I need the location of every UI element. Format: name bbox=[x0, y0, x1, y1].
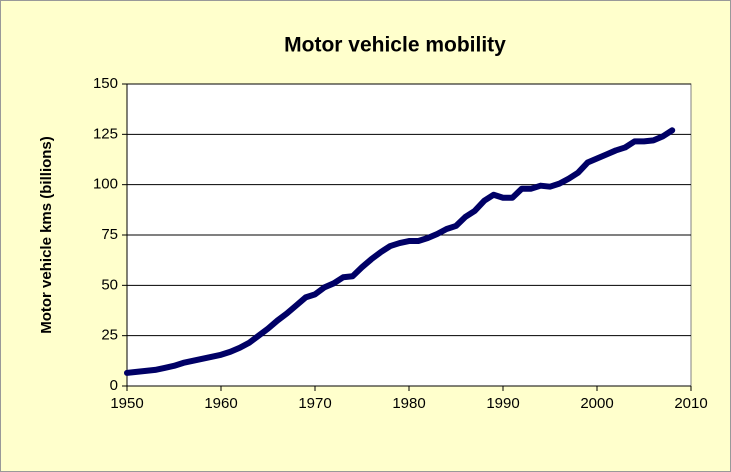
x-tick-label: 1990 bbox=[486, 395, 519, 412]
y-tick-label: 50 bbox=[101, 276, 118, 293]
y-tick-label: 0 bbox=[110, 377, 118, 394]
chart-title: Motor vehicle mobility bbox=[284, 34, 506, 57]
x-tick-label: 1960 bbox=[204, 395, 237, 412]
y-tick-label: 75 bbox=[101, 226, 118, 243]
x-tick-label: 1950 bbox=[110, 395, 143, 412]
y-tick-label: 125 bbox=[93, 125, 118, 142]
data-line bbox=[124, 127, 676, 376]
y-tick-label: 25 bbox=[101, 327, 118, 344]
x-tick-label: 1980 bbox=[392, 395, 425, 412]
x-tick-label: 1970 bbox=[298, 395, 331, 412]
y-axis-label: Motor vehicle kms (billions) bbox=[38, 136, 55, 334]
y-tick-label: 100 bbox=[93, 176, 118, 193]
y-tick-label: 150 bbox=[93, 75, 118, 92]
x-tick-label: 2000 bbox=[580, 395, 613, 412]
x-tick-label: 2010 bbox=[674, 395, 707, 412]
